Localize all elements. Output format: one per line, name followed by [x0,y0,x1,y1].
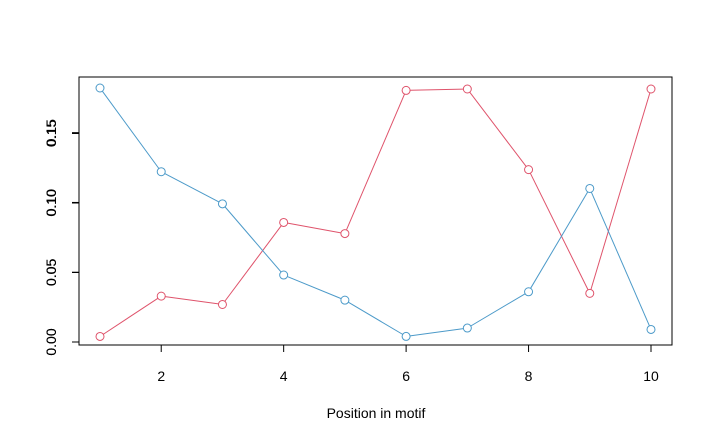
series-segment [348,301,403,335]
data-point [156,291,166,301]
series-segment [590,191,650,326]
data-point [585,183,595,193]
series-2 [95,83,656,341]
x-tick-label: 8 [525,368,533,384]
data-point [217,299,227,309]
series-segment [165,296,219,305]
series-segment [287,222,342,234]
data-point [340,229,350,239]
data-point [524,165,534,175]
series-segment [224,206,282,273]
x-axis: 2 4 6 8 10 [157,344,659,384]
data-point [585,288,595,298]
plot-frame [78,76,673,346]
x-tick-label: 6 [402,368,410,384]
series-segment [590,92,651,290]
y-tick-label: 0.05 [43,259,59,286]
data-point [401,85,411,95]
y-tick-label: 0.00 [43,328,59,355]
series-segment [410,328,464,337]
y-tick-label: 0.15 [43,119,59,146]
x-tick-label: 2 [157,368,165,384]
series-segment [470,293,526,327]
y-axis: 0.000.050.100.150.000.050.100.15 [43,119,80,356]
series-segment [530,191,589,289]
data-point [156,167,166,177]
data-point [217,199,227,209]
y-tick-label: 0.10 [43,189,59,216]
series-segment [469,91,527,167]
x-tick-label: 4 [280,368,288,384]
x-tick-label: 10 [643,368,659,384]
data-point [95,331,105,341]
data-point [462,323,472,333]
data-point [340,295,350,305]
data-point [462,84,472,94]
series-segment [224,225,282,302]
series-segment [410,88,464,91]
data-point [646,324,656,334]
y-tick-label: 0.00 [43,328,59,355]
series-layer [95,83,656,341]
series-segment [529,172,589,290]
data-point [646,84,656,94]
y-tick-label: 0.10 [43,189,59,216]
data-point [95,83,105,93]
data-point [279,217,289,227]
data-point [279,270,289,280]
series-1 [95,84,656,341]
data-point [524,287,534,297]
x-axis-title: Position in motif [327,405,426,421]
series-segment [346,93,405,231]
y-tick-label: 0.05 [43,258,59,285]
series-segment [287,276,342,300]
data-point [401,331,411,341]
series-segment [164,173,220,203]
series-segment [101,90,160,169]
series-segment [103,297,159,335]
y-tick-label: 0.15 [43,120,59,147]
